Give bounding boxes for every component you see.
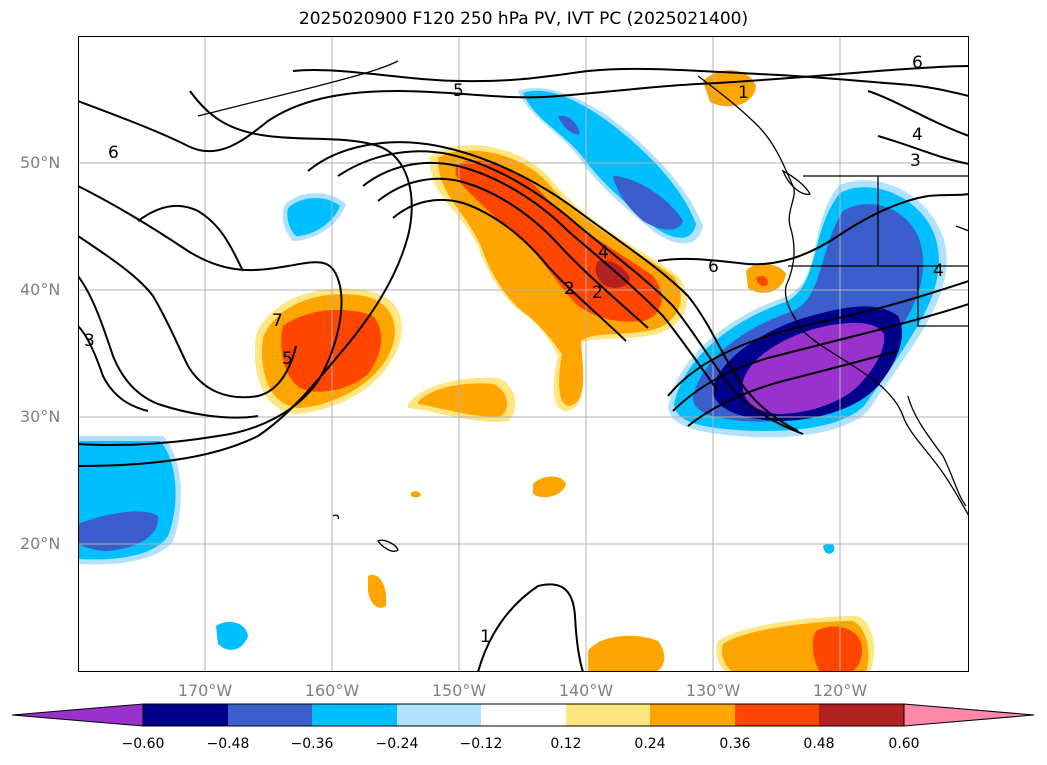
shade-patch-h — [411, 491, 421, 498]
lat-label-20n: 20°N — [20, 534, 61, 553]
alaska-islands — [197, 60, 399, 117]
pv-contour-3-top — [877, 135, 969, 165]
contour-label: 3 — [84, 331, 95, 351]
pv-contour-d — [78, 275, 259, 419]
colorbar-tick: −0.12 — [459, 736, 503, 752]
contour-label: 4 — [598, 243, 609, 263]
colorbar-extend-low — [12, 703, 144, 727]
contour-label: 6 — [108, 143, 119, 163]
pv-contour-l — [667, 280, 969, 397]
colorbar-tick: −0.24 — [375, 736, 419, 752]
colorbar-bin — [735, 704, 819, 726]
colorbar-bin — [819, 704, 904, 726]
lon-label-170w: 170°W — [177, 681, 233, 700]
shade-patch-g3 — [812, 626, 863, 672]
pv-contours — [78, 65, 969, 672]
pv-contour-c — [78, 235, 297, 399]
lon-label-150w: 150°W — [431, 681, 487, 700]
shade-patch-j — [216, 621, 248, 650]
shade-central-darkred — [595, 260, 630, 288]
us-state-lines — [788, 176, 969, 327]
pv-contour-6-north — [78, 65, 969, 153]
map-panel: 6 5 6 4 3 6 3 7 5 4 2 2 1 4 1 — [78, 36, 969, 672]
pv-contour-5 — [292, 67, 969, 97]
map-svg: 6 5 6 4 3 6 3 7 5 4 2 2 1 4 1 — [78, 36, 969, 672]
colorbar-tick: 0.48 — [803, 736, 835, 752]
colorbar-tick: 0.12 — [550, 736, 582, 752]
lat-label-50n: 50°N — [20, 153, 61, 172]
shade-ne-mid — [613, 176, 683, 230]
north-america-coast — [697, 75, 969, 517]
shade-patch-a2 — [418, 383, 507, 417]
colorbar-extend-high — [903, 703, 1035, 727]
lon-label-160w: 160°W — [304, 681, 360, 700]
contour-label: 1 — [738, 83, 749, 103]
contour-label: 2 — [592, 283, 603, 303]
pv-contour-p — [477, 583, 584, 672]
colorbar-tick: 0.36 — [719, 736, 751, 752]
colorbar — [12, 703, 1035, 727]
contour-label: 4 — [933, 261, 944, 281]
shade-coast-purple — [742, 322, 885, 414]
lat-label-30n: 30°N — [20, 407, 61, 426]
hawaii-islands — [332, 514, 399, 552]
vancouver-island — [781, 169, 811, 195]
ivt-negative-shading — [78, 87, 947, 650]
coastlines — [197, 60, 969, 552]
colorbar-tick: −0.60 — [121, 736, 165, 752]
pv-contour-a — [78, 90, 413, 467]
contour-label: 6 — [912, 53, 923, 73]
shade-patch-f — [588, 635, 665, 672]
pv-contour-h — [362, 161, 719, 392]
shade-w-mid — [78, 511, 159, 551]
lon-label-130w: 130°W — [685, 681, 741, 700]
chart-title: 2025020900 F120 250 hPa PV, IVT PC (2025… — [298, 9, 749, 29]
shade-ne-mid2 — [558, 115, 580, 135]
great-lakes-hint — [955, 225, 969, 232]
contour-label: 5 — [453, 81, 464, 101]
shade-patch-i2 — [287, 197, 340, 236]
baja-coast — [907, 395, 967, 507]
contour-labels: 6 5 6 4 3 6 3 7 5 4 2 2 1 4 1 — [84, 53, 944, 647]
pv-contour-i — [377, 177, 649, 329]
colorbar-tick: −0.48 — [206, 736, 250, 752]
shade-patch-k — [823, 543, 835, 554]
contour-label: 3 — [910, 151, 921, 171]
colorbar-bin — [143, 704, 228, 726]
colorbar-bin — [566, 704, 650, 726]
contour-label: 4 — [912, 125, 923, 145]
colorbar-bin — [312, 704, 397, 726]
shade-patch-b — [533, 476, 566, 498]
pv-contour-m — [672, 303, 969, 412]
pv-contour-k — [137, 204, 244, 272]
shade-patch-e-red — [756, 276, 768, 286]
pv-contour-o — [657, 193, 969, 266]
pv-contour-g — [337, 150, 804, 435]
colorbar-bin — [650, 704, 735, 726]
contour-label: 5 — [282, 349, 293, 369]
colorbar-tick: 0.24 — [634, 736, 666, 752]
colorbar-tick: 0.60 — [888, 736, 920, 752]
pv-contour-b — [78, 185, 343, 447]
lat-label-40n: 40°N — [20, 280, 61, 299]
contour-label: 2 — [564, 279, 575, 299]
shade-patch-d — [703, 70, 756, 107]
pv-contour-j — [392, 199, 627, 342]
lon-label-140w: 140°W — [558, 681, 614, 700]
colorbar-bin — [228, 704, 312, 726]
pv-contour-n — [687, 350, 899, 427]
colorbar-bin — [397, 704, 481, 726]
pv-contour-e — [78, 325, 149, 412]
contour-label: 7 — [272, 311, 283, 331]
contour-label: 6 — [708, 257, 719, 277]
colorbar-tick: −0.36 — [290, 736, 334, 752]
shade-patch-c — [368, 574, 387, 608]
pv-contour-4-top — [867, 90, 969, 137]
contour-label: 1 — [480, 627, 491, 647]
colorbar-bin — [481, 704, 566, 726]
lon-label-120w: 120°W — [812, 681, 868, 700]
